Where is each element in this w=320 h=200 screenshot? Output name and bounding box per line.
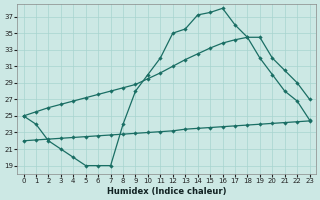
X-axis label: Humidex (Indice chaleur): Humidex (Indice chaleur) — [107, 187, 226, 196]
